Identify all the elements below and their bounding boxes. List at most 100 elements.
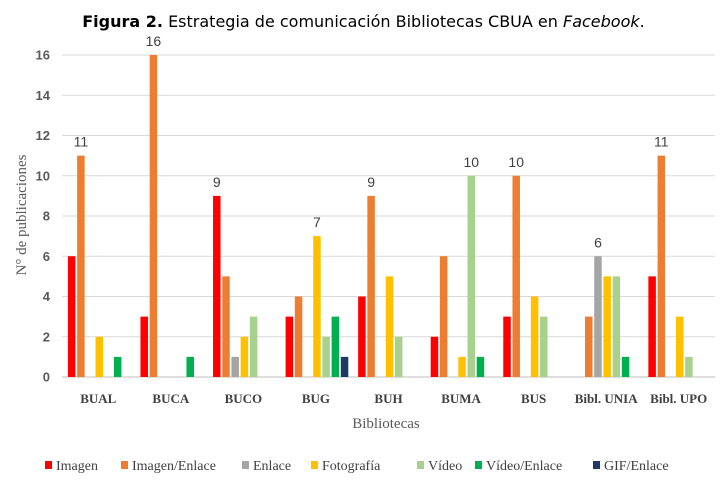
bar-bibl-unia-video [612, 276, 621, 377]
bar-buca-video-enlace [186, 356, 194, 377]
bar-bibl-upo-video [685, 356, 693, 377]
figure-title-italic: Facebook [562, 12, 640, 31]
bars [67, 55, 693, 377]
bar-buco-imagen [213, 195, 221, 377]
bar-bus-fotografia [530, 296, 539, 377]
bar-buma-imagen [430, 336, 439, 377]
legend-item-fotografia: Fotografía [311, 459, 381, 474]
bar-bug-imagen [285, 316, 294, 377]
y-tick-label: 4 [43, 289, 51, 304]
bar-bus-imagen-enlace [512, 175, 520, 377]
legend-item-gif-enlace: GIF/Enlace [593, 459, 669, 474]
y-tick-label: 2 [43, 329, 50, 344]
bar-bual-video-enlace [113, 356, 122, 377]
figure-number: Figura 2. [82, 12, 163, 31]
bar-buma-video [467, 175, 476, 377]
bar-bug-fotografia [313, 236, 321, 377]
gridlines [62, 54, 715, 378]
figure-title-end: . [639, 12, 645, 31]
x-category-label: BUCO [225, 391, 263, 406]
legend-swatch [593, 461, 600, 469]
bar-bibl-upo-imagen-enlace [657, 155, 666, 377]
data-label: 10 [508, 154, 524, 170]
bar-bibl-upo-imagen [648, 276, 656, 377]
x-axis-categories: BUAL BUCA BUCO BUG BUH BUMA BUS Bibl. UNIA Bibl.… [80, 391, 707, 406]
bar-bibl-unia-enlace [594, 256, 602, 377]
bar-buco-enlace [231, 356, 239, 377]
x-category-label: BUCA [152, 391, 189, 406]
figure-title: Figura 2. Estrategia de comunicación Bib… [0, 12, 727, 31]
legend-swatch [242, 461, 249, 469]
legend-label: Imagen [56, 459, 98, 474]
data-label: 9 [213, 174, 221, 190]
bar-buca-imagen [140, 316, 148, 377]
x-axis-title: Bibliotecas [352, 416, 420, 432]
bar-buma-video-enlace [476, 356, 485, 377]
data-label: 9 [367, 174, 375, 190]
x-category-label: Bibl. UPO [650, 391, 707, 406]
bar-bual-fotografia [95, 336, 104, 377]
legend-item-video: Vídeo [417, 459, 462, 474]
bar-buco-fotografia [240, 336, 249, 377]
data-label: 7 [313, 214, 321, 230]
legend-item-imagen: Imagen [45, 459, 98, 474]
legend-swatch [417, 461, 424, 469]
y-tick-label: 10 [36, 168, 50, 183]
bar-buh-video [394, 336, 403, 377]
y-tick-label: 14 [36, 88, 51, 103]
data-labels: 11 16 9 7 9 10 10 6 11 [74, 33, 669, 250]
bar-buh-imagen [358, 296, 366, 377]
x-category-label: Bibl. UNIA [575, 391, 638, 406]
bar-bibl-unia-video-enlace [621, 356, 630, 377]
bar-bus-video [540, 316, 548, 377]
y-tick-label: 0 [43, 370, 50, 385]
bar-bibl-upo-fotografia [675, 316, 684, 377]
y-axis-title: N° de publicaciones [14, 154, 30, 275]
legend-label: Imagen/Enlace [132, 459, 216, 474]
legend-swatch [45, 461, 52, 469]
data-label: 10 [463, 154, 479, 170]
legend-item-video-enlace: Vídeo/Enlace [475, 459, 562, 474]
x-category-label: BUH [374, 391, 402, 406]
legend-label: Fotografía [322, 459, 381, 474]
data-label: 11 [654, 134, 669, 150]
bar-buh-fotografia [385, 276, 394, 377]
x-category-label: BUMA [441, 391, 481, 406]
data-label: 11 [74, 134, 89, 150]
y-tick-label: 6 [43, 249, 50, 264]
bar-bibl-unia-imagen-enlace [585, 316, 593, 377]
bar-bug-gif-enlace [340, 356, 349, 377]
x-category-label: BUG [302, 391, 330, 406]
legend-label: Enlace [253, 459, 291, 474]
bar-buh-imagen-enlace [367, 195, 375, 377]
y-tick-label: 8 [43, 209, 50, 224]
legend-label: Vídeo/Enlace [486, 459, 562, 474]
data-label: 6 [594, 234, 602, 250]
bar-bibl-unia-fotografia [603, 276, 611, 377]
legend-item-enlace: Enlace [242, 459, 291, 474]
legend: Imagen Imagen/Enlace Enlace Fotografía Vídeo… [45, 459, 669, 474]
bar-buma-imagen-enlace [439, 256, 448, 377]
y-axis-ticks: 0 2 4 6 8 10 12 14 16 [36, 48, 51, 385]
legend-swatch [121, 461, 128, 469]
legend-swatch [475, 461, 482, 469]
bar-buma-fotografia [458, 356, 466, 377]
y-tick-label: 16 [36, 48, 50, 63]
bar-bug-imagen-enlace [294, 296, 303, 377]
bar-buca-imagen-enlace [149, 55, 158, 377]
legend-label: GIF/Enlace [604, 459, 669, 474]
x-category-label: BUAL [80, 391, 116, 406]
figure-title-text: Estrategia de comunicación Bibliotecas C… [162, 12, 563, 31]
bar-bug-video-enlace [331, 316, 340, 377]
bar-bual-imagen [67, 256, 76, 377]
legend-label: Vídeo [428, 459, 462, 474]
legend-item-imagen-enlace: Imagen/Enlace [121, 459, 216, 474]
x-category-label: BUS [521, 391, 546, 406]
bar-bus-imagen [503, 316, 511, 377]
data-label: 16 [146, 33, 162, 49]
bar-buco-imagen-enlace [222, 276, 230, 377]
bar-buco-video [249, 316, 258, 377]
y-tick-label: 12 [36, 128, 50, 143]
legend-swatch [311, 461, 318, 469]
